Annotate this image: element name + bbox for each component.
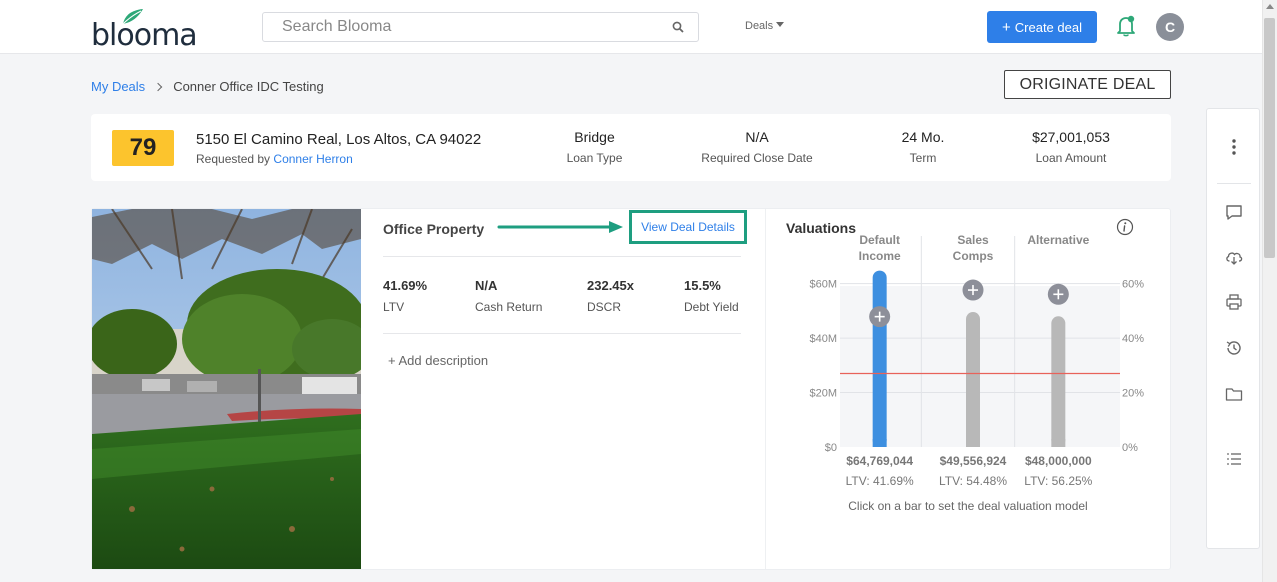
property-photo[interactable]: [92, 209, 361, 569]
loan-type-value: Bridge: [574, 129, 615, 145]
breadcrumb: My Deals Conner Office IDC Testing: [91, 79, 324, 94]
originate-deal-button[interactable]: ORIGINATE DEAL: [1004, 70, 1171, 99]
search-input[interactable]: [263, 13, 643, 41]
metric-ltv: 41.69% LTV: [383, 278, 427, 314]
info-icon[interactable]: [1116, 218, 1134, 236]
deals-dropdown-label: Deals: [745, 20, 774, 32]
metric-dscr-value: 232.45x: [587, 278, 634, 293]
search-icon[interactable]: [672, 21, 684, 33]
category-label: Alternative: [1027, 233, 1089, 247]
valuation-bar[interactable]: [966, 312, 980, 447]
valuation-bar-base[interactable]: [872, 439, 887, 447]
user-avatar[interactable]: C: [1156, 13, 1184, 41]
caret-down-icon: [776, 22, 785, 27]
top-bar: blooma Deals + Create deal C: [0, 0, 1262, 54]
y2-axis-tick-label: 0%: [1122, 442, 1138, 454]
loan-amount: $27,001,053 Loan Amount: [1021, 129, 1121, 165]
metric-dscr: 232.45x DSCR: [587, 278, 634, 314]
divider: [383, 256, 741, 257]
search-box: [262, 12, 699, 42]
divider: [383, 333, 741, 334]
valuations-chart: $0 $20M $40M $60M 0% 20% 40% 60% Default Income $6…: [809, 233, 1144, 488]
logo-text: blooma: [91, 18, 198, 53]
valuation-bar-base[interactable]: [966, 439, 980, 447]
y-axis-tick-label: $60M: [809, 279, 837, 291]
valuations-caption: Click on a bar to set the deal valuation…: [848, 499, 1088, 513]
property-type-title: Office Property: [383, 221, 485, 237]
metric-ltv-value: 41.69%: [383, 278, 428, 293]
valuation-bar[interactable]: [872, 270, 887, 447]
metric-dscr-label: DSCR: [587, 300, 622, 314]
metric-debt-yield: 15.5% Debt Yield: [684, 278, 739, 314]
right-action-rail: [1206, 108, 1260, 549]
arrow-right-icon: [497, 221, 623, 233]
term-value: 24 Mo.: [901, 129, 945, 145]
list-icon[interactable]: [1224, 449, 1244, 469]
create-deal-label: Create deal: [1014, 19, 1082, 35]
add-description-link[interactable]: + Add description: [388, 353, 489, 368]
scrollbar-thumb[interactable]: [1264, 18, 1275, 258]
close-date: N/A Required Close Date: [687, 129, 827, 165]
breadcrumb-my-deals[interactable]: My Deals: [91, 79, 146, 94]
close-date-label: Required Close Date: [701, 151, 813, 165]
print-icon[interactable]: [1224, 292, 1244, 312]
blooma-logo[interactable]: blooma: [91, 8, 198, 53]
deal-summary: 79 5150 El Camino Real, Los Altos, CA 94…: [91, 114, 1171, 181]
category-label: Default: [859, 233, 900, 247]
y-axis-tick-label: $40M: [809, 333, 837, 345]
category-label: Income: [859, 249, 901, 263]
metric-ltv-label: LTV: [383, 300, 405, 314]
more-vertical-icon[interactable]: [1224, 137, 1244, 157]
valuation-bar[interactable]: [1051, 316, 1066, 447]
term-label: Term: [909, 151, 937, 165]
notification-bell-icon[interactable]: [1115, 14, 1137, 38]
comment-icon[interactable]: [1224, 202, 1244, 222]
chevron-right-icon: [153, 82, 163, 91]
y2-axis-tick-label: 40%: [1122, 333, 1144, 345]
y-axis-tick-label: $20M: [809, 388, 837, 400]
requested-by-name[interactable]: Conner Herron: [273, 152, 353, 166]
requested-by: Requested by Conner Herron: [196, 152, 353, 166]
scroll-up-arrow-icon[interactable]: [1266, 4, 1274, 9]
loan-amount-label: Loan Amount: [1035, 151, 1107, 165]
metric-debt-yield-value: 15.5%: [684, 278, 721, 293]
folder-icon[interactable]: [1224, 384, 1244, 404]
property-address: 5150 El Camino Real, Los Altos, CA 94022: [196, 131, 482, 148]
bar-ltv-label: LTV: 56.25%: [1024, 474, 1092, 488]
rail-divider: [1217, 183, 1251, 184]
bar-value-label: $49,556,924: [940, 454, 1007, 468]
y2-axis-tick-label: 20%: [1122, 388, 1144, 400]
metric-cash-return-value: N/A: [475, 278, 498, 293]
bar-ltv-label: LTV: 41.69%: [846, 474, 914, 488]
y2-axis-tick-label: 60%: [1122, 279, 1144, 291]
metric-cash-return: N/A Cash Return: [475, 278, 542, 314]
cloud-download-icon[interactable]: [1224, 247, 1244, 267]
loan-type: Bridge Loan Type: [546, 129, 643, 165]
bar-value-label: $48,000,000: [1025, 454, 1092, 468]
deals-dropdown[interactable]: Deals: [745, 20, 785, 32]
category-label: Sales: [957, 233, 989, 247]
close-date-value: N/A: [745, 129, 769, 145]
leaf-icon: [122, 9, 143, 25]
metric-debt-yield-label: Debt Yield: [684, 300, 739, 314]
loan-amount-value: $27,001,053: [1032, 129, 1110, 145]
column-divider: [765, 209, 766, 569]
category-label: Comps: [953, 249, 994, 263]
term: 24 Mo. Term: [873, 129, 973, 165]
create-deal-button[interactable]: + Create deal: [987, 11, 1097, 43]
view-deal-details-link[interactable]: View Deal Details: [629, 210, 747, 244]
valuations-title: Valuations: [786, 220, 857, 236]
metric-cash-return-label: Cash Return: [475, 300, 543, 314]
deal-score-badge: 79: [112, 130, 174, 166]
requested-by-label: Requested by: [196, 152, 271, 166]
breadcrumb-current: Conner Office IDC Testing: [173, 79, 324, 94]
bar-value-label: $64,769,044: [846, 454, 913, 468]
loan-type-label: Loan Type: [566, 151, 623, 165]
bar-ltv-label: LTV: 54.48%: [939, 474, 1007, 488]
y-axis-tick-label: $0: [825, 442, 837, 454]
plus-icon: +: [1002, 18, 1011, 36]
valuation-bar-base[interactable]: [1051, 439, 1066, 447]
history-icon[interactable]: [1224, 338, 1244, 358]
